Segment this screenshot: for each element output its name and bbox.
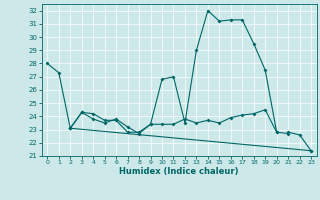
X-axis label: Humidex (Indice chaleur): Humidex (Indice chaleur) (119, 167, 239, 176)
